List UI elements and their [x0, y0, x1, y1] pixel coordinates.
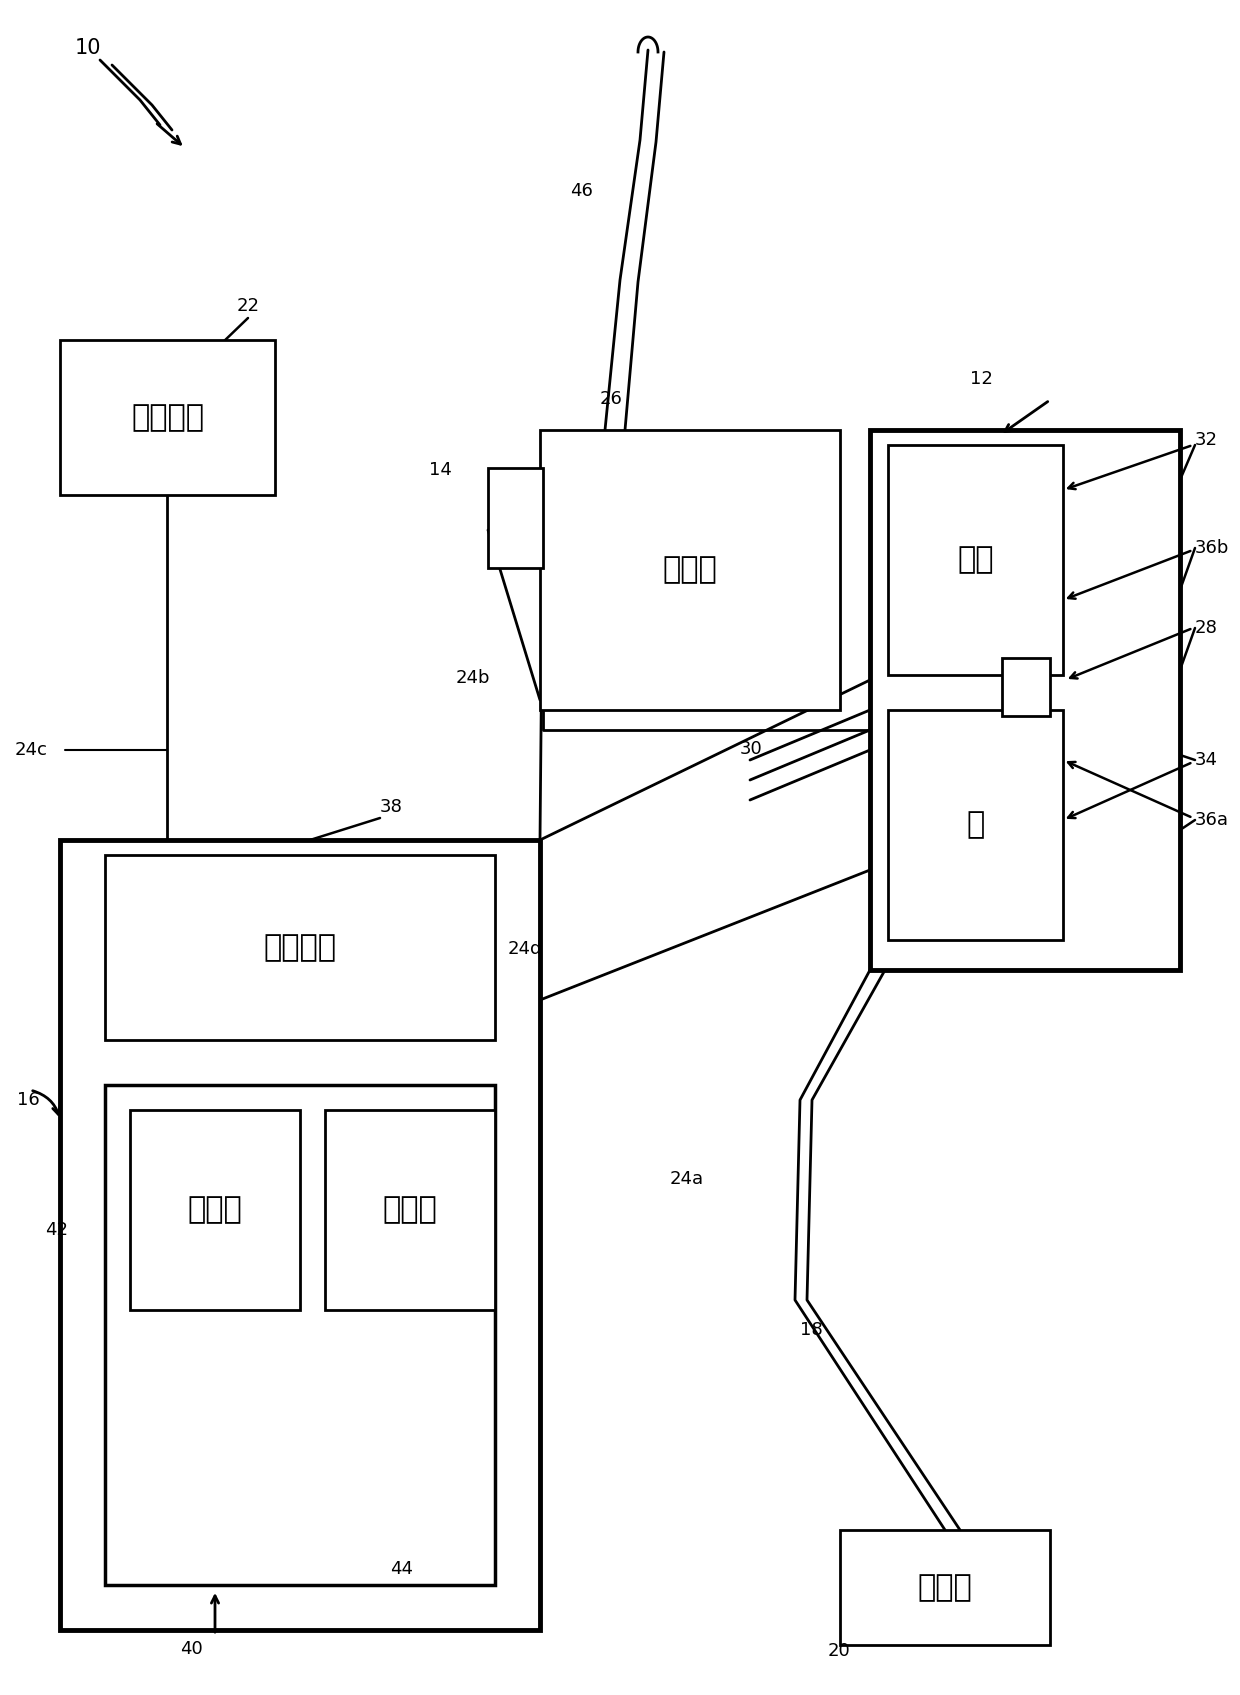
Bar	[1002, 658, 1050, 715]
Text: 22: 22	[237, 297, 259, 315]
Bar	[105, 1085, 495, 1585]
Text: 通知装置: 通知装置	[131, 403, 205, 432]
Text: 32: 32	[1195, 431, 1218, 449]
Text: 泵: 泵	[966, 810, 985, 839]
Bar	[870, 431, 1180, 970]
Text: 用户接口: 用户接口	[263, 932, 336, 963]
Text: 处理器: 处理器	[187, 1195, 242, 1224]
Text: 24b: 24b	[455, 670, 490, 686]
Text: 36a: 36a	[1195, 810, 1229, 829]
Text: 26: 26	[600, 390, 622, 408]
Bar	[130, 1110, 300, 1310]
Text: 34: 34	[1195, 751, 1218, 770]
Bar	[60, 841, 539, 1631]
Text: 24d: 24d	[508, 941, 542, 958]
Text: 24a: 24a	[670, 1170, 704, 1188]
Text: 38: 38	[379, 798, 403, 815]
Text: 12: 12	[970, 370, 993, 388]
Text: 24c: 24c	[15, 741, 48, 759]
Bar	[839, 1531, 1050, 1646]
Text: 20: 20	[828, 1642, 851, 1659]
Text: 30: 30	[740, 741, 763, 758]
Text: 28: 28	[1195, 619, 1218, 637]
Text: 44: 44	[391, 1559, 413, 1578]
Text: 贮存器: 贮存器	[662, 556, 718, 585]
Bar	[888, 710, 1063, 941]
Bar	[489, 468, 543, 568]
Text: 马达: 马达	[957, 546, 993, 575]
Bar	[325, 1110, 495, 1310]
Text: 注射器: 注射器	[918, 1573, 972, 1602]
Text: 46: 46	[570, 181, 593, 200]
Text: 14: 14	[429, 461, 453, 480]
Text: 10: 10	[74, 37, 102, 58]
Text: 40: 40	[180, 1641, 203, 1658]
Text: 16: 16	[17, 1092, 40, 1109]
Bar	[105, 854, 495, 1041]
Text: 36b: 36b	[1195, 539, 1229, 558]
Bar	[888, 446, 1063, 675]
Text: 存储器: 存储器	[383, 1195, 438, 1224]
Text: 42: 42	[45, 1220, 68, 1239]
Bar	[539, 431, 839, 710]
Text: 18: 18	[800, 1320, 823, 1339]
Bar	[60, 341, 275, 495]
